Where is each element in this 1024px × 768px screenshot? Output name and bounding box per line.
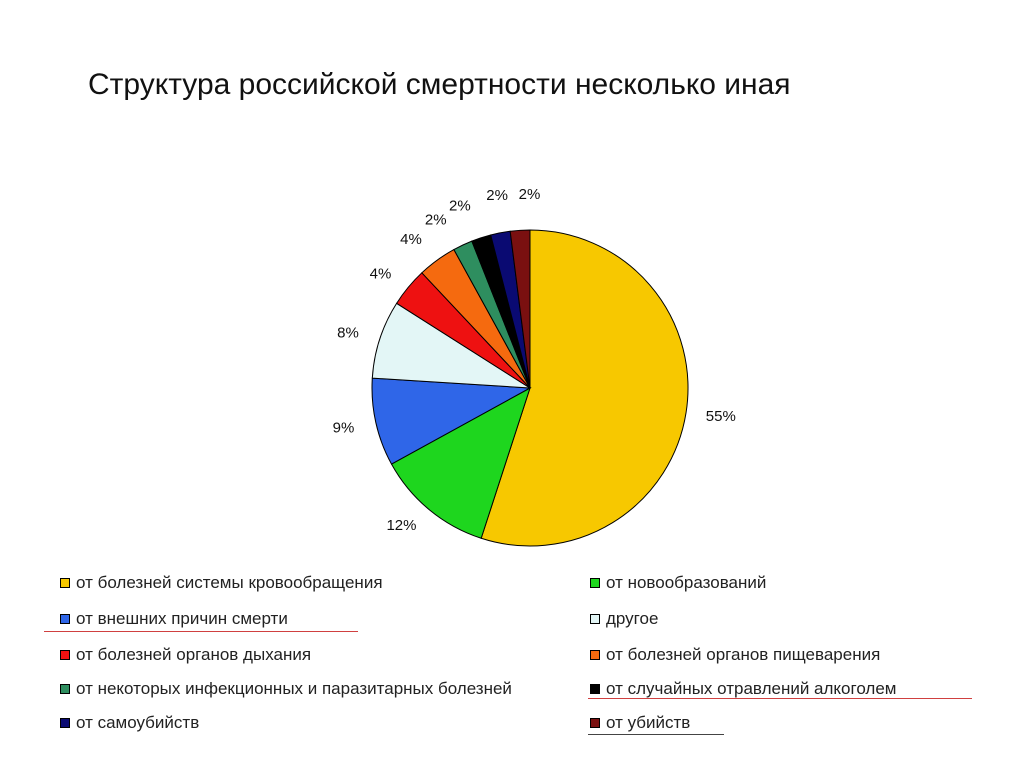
legend-swatch-6	[60, 684, 70, 694]
legend-item-7: от случайных отравлений алкоголем	[590, 678, 896, 700]
legend-swatch-9	[590, 718, 600, 728]
legend-label-7: от случайных отравлений алкоголем	[606, 679, 897, 698]
pie-label-3: 8%	[337, 324, 359, 341]
pie-label-0: 55%	[706, 408, 736, 425]
legend-swatch-0	[60, 578, 70, 588]
red-underline-left	[44, 631, 358, 632]
pie-chart: 55%12%9%8%4%4%2%2%2% 2%	[333, 186, 736, 547]
legend-item-6: от некоторых инфекционных и паразитарных…	[60, 678, 512, 700]
legend-item-0: от болезней системы кровообращения	[60, 572, 383, 594]
legend-label-3: другое	[606, 609, 659, 628]
legend-swatch-8	[60, 718, 70, 728]
gray-underline-right	[588, 734, 724, 735]
legend-swatch-4	[60, 650, 70, 660]
legend-item-4: от болезней органов дыхания	[60, 644, 311, 666]
pie-label-5: 4%	[400, 231, 422, 248]
pie-slice-0	[480, 229, 689, 547]
legend-item-1: от новообразований	[590, 572, 766, 594]
legend-swatch-2	[60, 614, 70, 624]
legend-label-1: от новообразований	[606, 573, 767, 592]
pie-label-6: 2%	[425, 212, 447, 229]
pie-label-7: 2%	[449, 197, 471, 214]
legend-label-5: от болезней органов пищеварения	[606, 645, 881, 664]
legend-swatch-5	[590, 650, 600, 660]
pie-label-2: 9%	[333, 419, 355, 436]
pie-slice-1	[390, 386, 531, 539]
legend-label-6: от некоторых инфекционных и паразитарных…	[76, 679, 512, 698]
legend-item-8: от самоубийств	[60, 712, 199, 734]
pie-label-4: 4%	[370, 265, 392, 282]
chart-legend: от болезней системы кровообращения от нов…	[60, 570, 990, 740]
legend-swatch-1	[590, 578, 600, 588]
legend-item-3: другое	[590, 608, 658, 630]
legend-swatch-3	[590, 614, 600, 624]
legend-label-9: от убийств	[606, 713, 691, 732]
pie-label-8: 2%	[486, 187, 508, 204]
legend-label-8: от самоубийств	[76, 713, 200, 732]
pie-label-1: 12%	[386, 517, 416, 534]
legend-label-0: от болезней системы кровообращения	[76, 573, 383, 592]
pie-slice-2	[371, 377, 532, 465]
page-title: Структура российской смертности нескольк…	[88, 68, 791, 101]
legend-label-2: от внешних причин смерти	[76, 609, 288, 628]
red-underline-right	[588, 698, 972, 699]
legend-item-9: от убийств	[590, 712, 690, 734]
pie-slice-9	[509, 229, 531, 389]
legend-item-2: от внешних причин смерти	[60, 608, 288, 630]
legend-label-4: от болезней органов дыхания	[76, 645, 312, 664]
pie-label-9: 2%	[519, 186, 541, 203]
legend-swatch-7	[590, 684, 600, 694]
legend-item-5: от болезней органов пищеварения	[590, 644, 880, 666]
